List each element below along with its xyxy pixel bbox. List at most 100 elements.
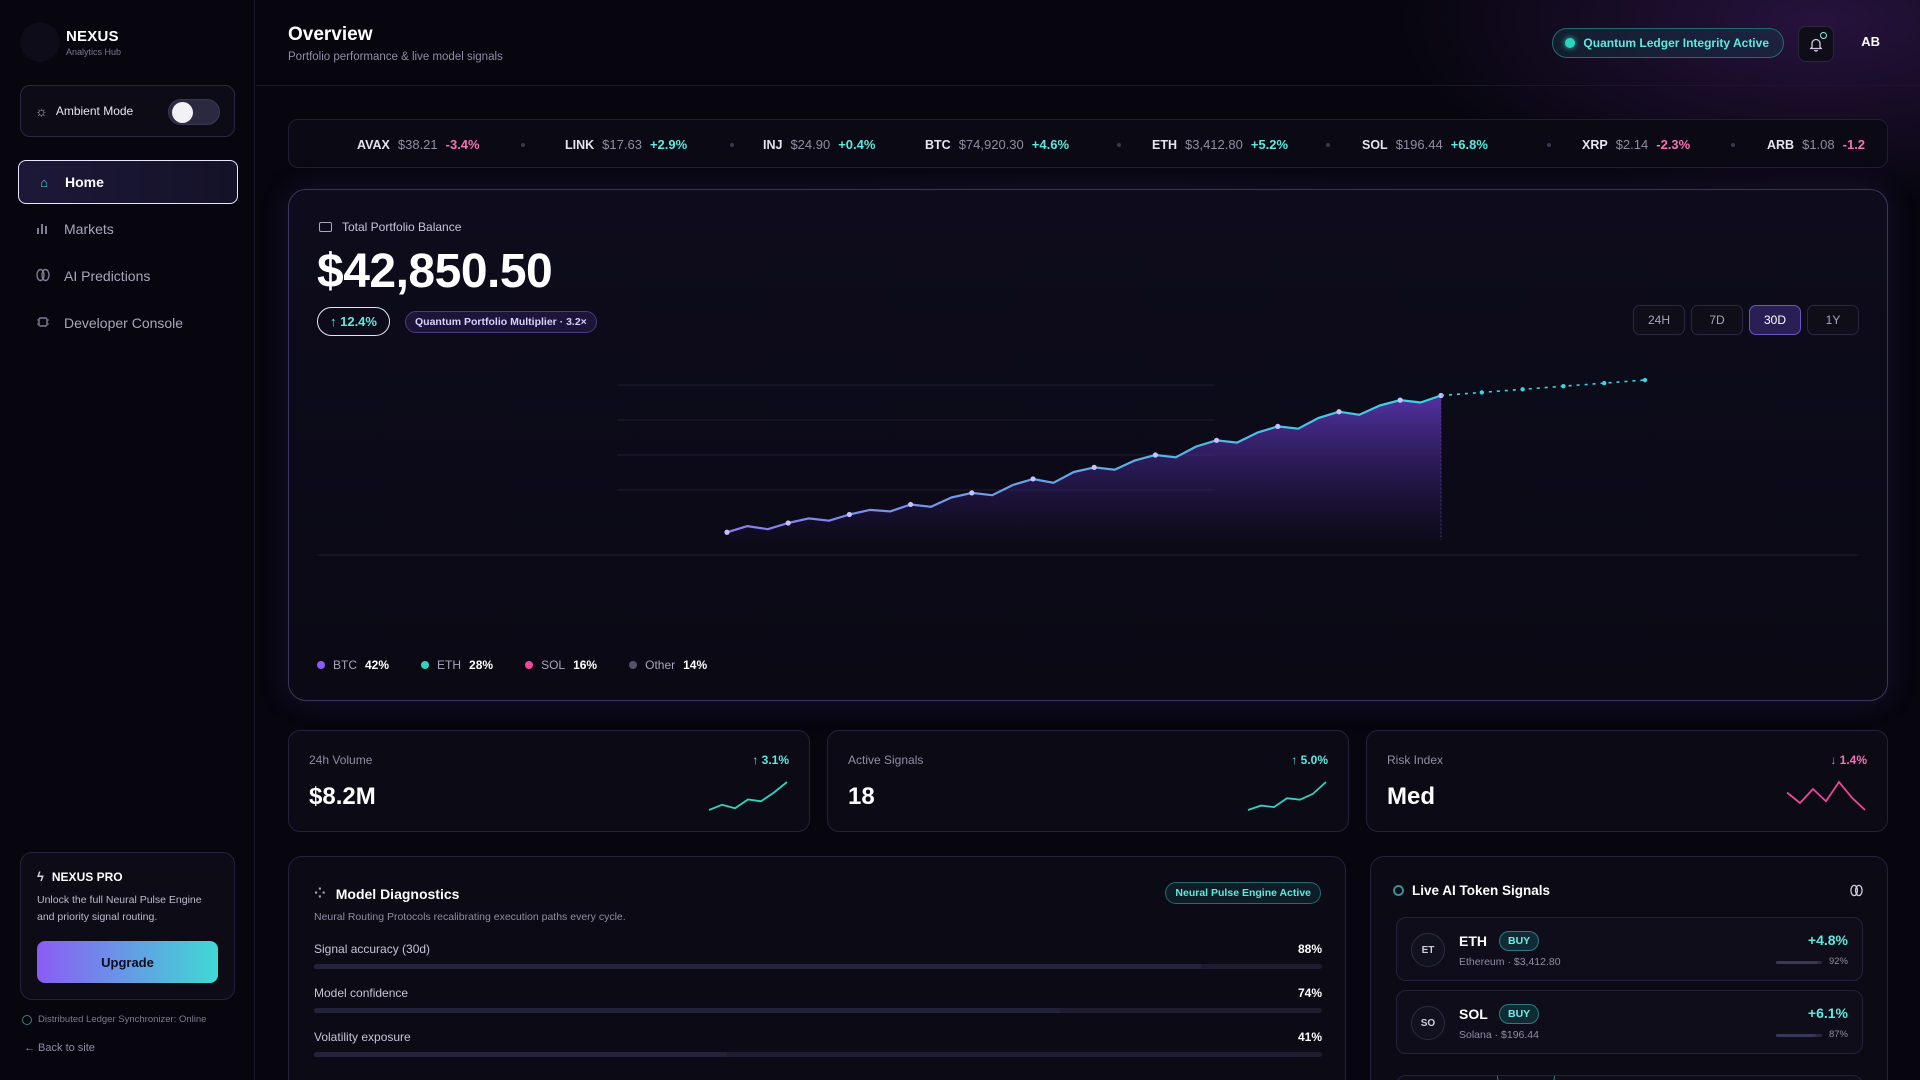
legend-percent: 42%	[365, 658, 390, 672]
signal-action-badge: BUY	[1499, 931, 1540, 951]
confidence-bar-fill	[1776, 961, 1819, 964]
ticker-symbol: SOL	[1362, 137, 1388, 152]
confidence-bar	[1776, 961, 1822, 964]
forecast-line	[1440, 379, 1646, 397]
sidebar-item-developer-console[interactable]: Developer Console	[18, 301, 238, 345]
chip-icon	[34, 315, 52, 332]
sidebar-nav: ⌂ Home Markets AI Predictions Developer …	[18, 160, 238, 348]
ambient-mode-label: Ambient Mode	[55, 104, 134, 118]
signal-row-sol[interactable]: SO SOL BUY Solana · $196.44 +6.1% 87%	[1396, 990, 1863, 1054]
metric-bar	[314, 1008, 1322, 1013]
ticker-separator	[1117, 143, 1121, 147]
sidebar-item-markets[interactable]: Markets	[18, 207, 238, 251]
ticker-item-arb[interactable]: ARB $1.08 -1.2	[1767, 120, 1865, 167]
ticker-change: +5.2%	[1250, 137, 1289, 152]
ticker-symbol: ARB	[1767, 137, 1795, 152]
logo-icon	[20, 22, 60, 62]
sidebar-item-label: Markets	[64, 221, 114, 237]
signals-title: Live AI Token Signals	[1412, 883, 1551, 898]
page-title: Overview	[288, 24, 373, 45]
notifications-button[interactable]	[1798, 26, 1834, 62]
brain-icon[interactable]	[1850, 884, 1863, 900]
range-7d[interactable]: 7D	[1690, 305, 1743, 335]
ticker-item-btc[interactable]: BTC $74,920.30 +4.6%	[925, 120, 1069, 167]
legend-item-sol: SOL 16%	[525, 658, 597, 672]
legend-name: SOL	[541, 658, 566, 672]
portfolio-label: Total Portfolio Balance	[342, 220, 462, 234]
range-30d[interactable]: 30D	[1748, 305, 1801, 335]
diagnostics-title: Model Diagnostics	[335, 885, 460, 902]
neural-engine-badge: Neural Pulse Engine Active	[1165, 882, 1321, 904]
home-icon: ⌂	[40, 174, 48, 190]
ticker-change: +2.9%	[649, 137, 688, 152]
portfolio-panel: Total Portfolio Balance $42,850.50 ↑ 12.…	[288, 189, 1888, 701]
sidebar-item-ai-predictions[interactable]: AI Predictions	[18, 254, 238, 298]
stat-change: ↑ 5.0%	[1291, 753, 1328, 767]
user-avatar[interactable]: AB	[1861, 34, 1880, 49]
range-1y[interactable]: 1Y	[1807, 305, 1859, 335]
metric-value: 41%	[1297, 1030, 1322, 1044]
live-signals-panel: Live AI Token Signals ET ETH BUY Ethereum ·…	[1370, 856, 1888, 1080]
pro-description: Unlock the full Neural Pulse Engine and …	[37, 894, 202, 923]
sidebar-item-label: Home	[65, 174, 104, 190]
data-point	[785, 520, 791, 526]
ticker-item-inj[interactable]: INJ $24.90 +0.4%	[763, 120, 876, 167]
ticker-symbol: XRP	[1582, 137, 1608, 152]
ticker-item-xrp[interactable]: XRP $2.14 -2.3%	[1582, 120, 1691, 167]
sidebar: NEXUS Analytics Hub ☼ Ambient Mode ⌂ Hom…	[0, 0, 255, 1080]
data-point	[1397, 397, 1403, 403]
stat-value: Med	[1387, 783, 1435, 810]
stat-card-risk-index: Risk Index Med ↓ 1.4%	[1366, 730, 1888, 832]
range-24h[interactable]: 24H	[1632, 305, 1685, 335]
legend-item-eth: ETH 28%	[421, 658, 493, 672]
time-range-selector: 24H 7D 30D 1Y	[1627, 305, 1859, 335]
data-point	[1275, 423, 1281, 430]
upgrade-button[interactable]: Upgrade	[37, 941, 218, 983]
brand[interactable]: NEXUS Analytics Hub	[20, 22, 121, 62]
data-point	[1214, 437, 1220, 443]
sparkline	[1786, 780, 1866, 811]
back-to-site-link[interactable]: ← Back to site	[24, 1042, 95, 1054]
sync-status-text: Distributed Ledger Synchronizer: Online	[38, 1014, 207, 1025]
diagnostics-subtitle: Neural Routing Protocols recalibrating e…	[314, 911, 626, 923]
metric-model-confidence: Model confidence 74%	[314, 986, 1322, 1013]
legend-item-btc: BTC 42%	[317, 658, 389, 672]
integrity-status-badge[interactable]: Quantum Ledger Integrity Active	[1552, 28, 1784, 58]
portfolio-multiplier-badge: Quantum Portfolio Multiplier · 3.2×	[405, 311, 597, 333]
ticker-change: +0.4%	[838, 137, 876, 152]
sparkle-icon: ⁘	[314, 885, 326, 901]
token-symbol: ETH	[1459, 933, 1487, 949]
ticker-item-avax[interactable]: AVAX $38.21 -3.4%	[357, 120, 480, 167]
price-ticker: AVAX $38.21 -3.4% LINK $17.63 +2.9% INJ $24.90 +…	[288, 119, 1888, 168]
live-indicator-icon	[1393, 885, 1404, 896]
legend-swatch	[629, 661, 638, 669]
sparkline-path	[1247, 781, 1327, 811]
token-subtitle: Solana · $196.44	[1459, 1029, 1539, 1041]
ticker-symbol: BTC	[925, 137, 951, 152]
ticker-change: -2.3%	[1656, 137, 1691, 152]
ticker-symbol: ETH	[1152, 137, 1177, 152]
pro-upsell-card: ϟ NEXUS PRO Unlock the full Neural Pulse…	[20, 852, 235, 1000]
ticker-item-link[interactable]: LINK $17.63 +2.9%	[565, 120, 688, 167]
ambient-mode-toggle[interactable]	[168, 99, 220, 125]
sidebar-item-home[interactable]: ⌂ Home	[18, 160, 238, 204]
lightning-icon: ϟ	[37, 869, 44, 884]
pro-title: NEXUS PRO	[51, 869, 123, 884]
legend-name: Other	[645, 658, 676, 672]
ticker-item-sol[interactable]: SOL $196.44 +6.8%	[1362, 120, 1488, 167]
ticker-item-eth[interactable]: ETH $3,412.80 +5.2%	[1152, 120, 1289, 167]
bell-icon	[1809, 38, 1823, 52]
ticker-separator	[1326, 143, 1330, 147]
signal-row-partial[interactable]	[1396, 1075, 1863, 1080]
portfolio-change-badge: ↑ 12.4%	[317, 307, 390, 336]
metric-volatility-exposure: Volatility exposure 41%	[314, 1030, 1322, 1057]
model-diagnostics-panel: ⁘ Model Diagnostics Neural Routing Proto…	[288, 856, 1346, 1080]
signal-row-eth[interactable]: ET ETH BUY Ethereum · $3,412.80 +4.8% 92%	[1396, 917, 1863, 981]
ticker-separator	[1547, 143, 1551, 147]
metric-label: Volatility exposure	[314, 1030, 411, 1044]
stat-change: ↑ 3.1%	[752, 753, 789, 767]
ticker-price: $17.63	[602, 137, 642, 152]
toggle-knob	[172, 102, 193, 123]
ticker-change: +6.8%	[1450, 137, 1488, 152]
ticker-price: $1.08	[1802, 137, 1835, 152]
